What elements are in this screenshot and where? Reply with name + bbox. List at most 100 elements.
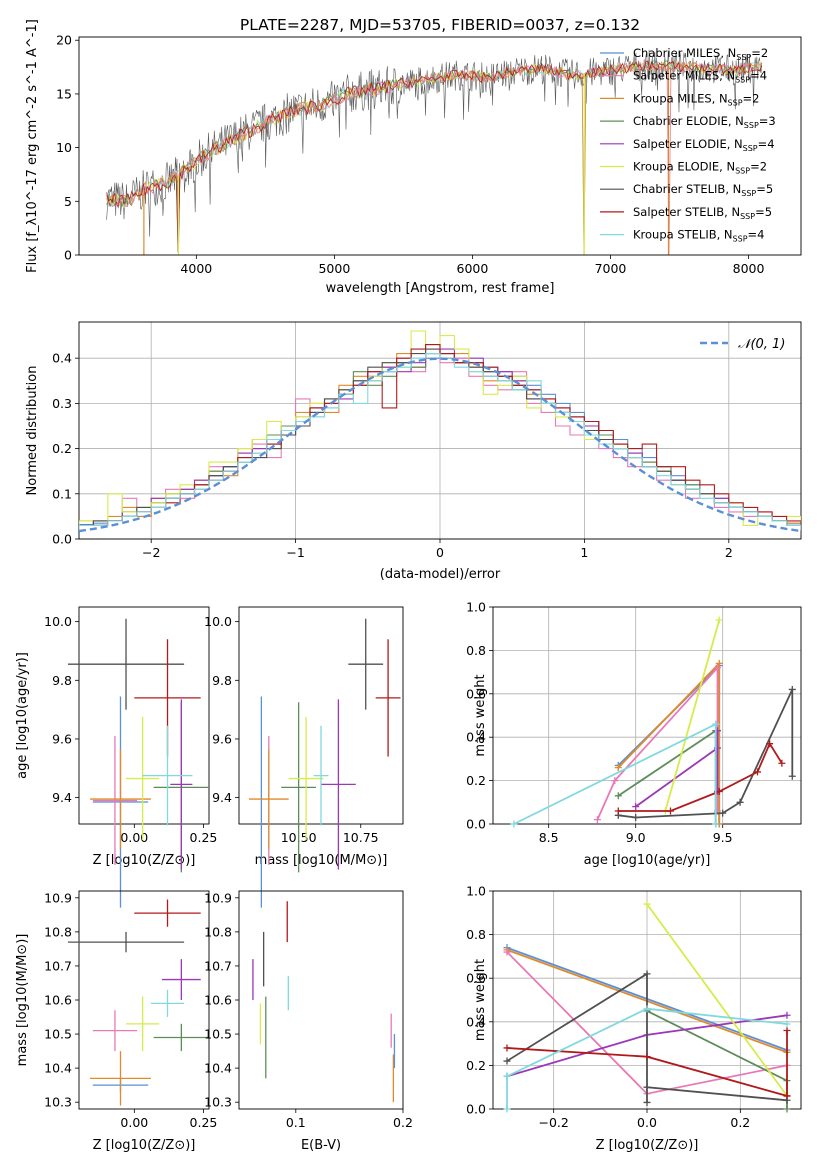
y-tick-label: 0.2 — [52, 441, 72, 456]
legend-label: Chabrier ELODIE, NSSP=3 — [633, 114, 776, 130]
x-axis-label: mass [log10(M/M⊙)] — [255, 853, 388, 868]
y-tick-label: 10.0 — [204, 614, 232, 629]
series-marker — [643, 1005, 651, 1013]
series-marker — [510, 820, 518, 828]
y-tick-label: 10.4 — [44, 1061, 72, 1076]
axes-frame — [238, 890, 404, 1110]
y-tick-label: 9.6 — [52, 731, 72, 746]
legend-label: Kroupa STELIB, NSSP=4 — [633, 228, 764, 244]
x-axis-label: Z [log10(Z/Z⊙)] — [93, 853, 196, 868]
series-line — [506, 972, 788, 1103]
gaussian-curve — [79, 357, 801, 533]
y-axis-label: mass weight — [473, 674, 488, 756]
y-axis-label: mass weight — [473, 959, 488, 1041]
series-marker — [736, 798, 744, 806]
legend-label: Kroupa ELODIE, NSSP=2 — [633, 160, 767, 176]
errorbar-panel-mass-vs-Z: 0.00 0.25 10.3 10.4 10.5 10.6 10.7 10.8 10.9 Z [l… — [15, 890, 217, 1153]
legend-label: 𝒩(0, 1) — [738, 337, 785, 352]
x-axis-label: age [log10(age/yr)] — [584, 853, 711, 868]
series-marker — [783, 1105, 791, 1113]
y-tick-label: 5 — [64, 194, 72, 209]
series-marker — [715, 787, 723, 795]
x-tick-label: −2 — [142, 545, 160, 560]
line-panel-mass-weight-vs-Z: −0.2 0.0 0.2 0.0 0.2 0.4 0.6 0.8 1.0 Z [log10(Z/Z… — [466, 884, 802, 1153]
y-tick-label: 10.4 — [204, 1061, 232, 1076]
series-marker — [788, 772, 796, 780]
axes-frame — [78, 321, 802, 540]
line-panel-mass-weight-vs-age: 8.5 9.0 9.5 0.0 0.2 0.4 0.6 0.8 1.0 age [log10(ag… — [466, 600, 802, 868]
x-tick-label: 0.25 — [190, 1115, 218, 1130]
y-tick-label: 1.0 — [466, 600, 486, 615]
series-marker — [783, 1092, 791, 1100]
series-line — [618, 741, 783, 812]
y-tick-label: 15 — [56, 86, 72, 101]
spectrum-series — [106, 60, 763, 252]
x-tick-label: 4000 — [180, 261, 212, 276]
series-marker — [614, 792, 622, 800]
y-tick-label: 10.5 — [204, 1027, 232, 1042]
y-tick-label: 0.4 — [466, 730, 486, 745]
axes-frame — [78, 890, 210, 1110]
y-tick-label: 0.3 — [52, 396, 72, 411]
y-tick-label: 9.4 — [52, 790, 72, 805]
series-marker — [643, 900, 651, 908]
spectrum-panel: 4000 5000 6000 7000 8000 0 5 10 15 20 wavelength [… — [25, 19, 802, 296]
y-tick-label: 9.8 — [52, 673, 72, 688]
series-marker — [783, 1020, 791, 1028]
series-marker — [503, 1072, 511, 1080]
x-tick-label: 6000 — [457, 261, 489, 276]
legend-suffix: =2 — [751, 46, 768, 60]
x-tick-label: 9.5 — [713, 830, 733, 845]
series-marker — [778, 759, 786, 767]
y-tick-label: 10.8 — [44, 924, 72, 939]
x-axis-label: E(B-V) — [301, 1138, 341, 1153]
y-tick-label: 1.0 — [466, 884, 486, 899]
histogram-series — [79, 344, 801, 526]
legend-label: Chabrier STELIB, NSSP=5 — [633, 182, 773, 198]
legend-subscript: SSP — [740, 212, 755, 221]
y-axis-label: mass [log10(M/M⊙)] — [15, 934, 30, 1067]
x-tick-label: 5000 — [318, 261, 350, 276]
legend-suffix: =4 — [758, 137, 775, 151]
histogram-steps — [79, 330, 801, 536]
legend-subscript: SSP — [743, 144, 758, 153]
y-tick-label: 10.7 — [44, 958, 72, 973]
legend-suffix: =4 — [750, 69, 767, 83]
x-tick-label: −0.2 — [538, 1115, 568, 1130]
series-marker — [614, 764, 622, 772]
series-marker — [715, 616, 723, 624]
legend-label: Salpeter MILES, NSSP=4 — [633, 69, 767, 85]
series-marker — [503, 1044, 511, 1052]
y-tick-label: 10.5 — [44, 1027, 72, 1042]
legend-label: Salpeter STELIB, NSSP=5 — [633, 205, 772, 221]
errorbar-panel-age-vs-Z: 0.00 0.25 9.4 9.6 9.8 10.0 Z [log10(Z/Z⊙)] age … — [15, 606, 218, 908]
series-marker — [611, 777, 619, 785]
series-marker — [766, 740, 774, 748]
series-marker — [783, 1011, 791, 1019]
legend-subscript: SSP — [744, 121, 759, 130]
legend-subscript: SSP — [736, 53, 751, 62]
legend-suffix: =2 — [750, 160, 767, 174]
series-line — [617, 729, 717, 824]
series-line — [635, 730, 719, 808]
y-tick-label: 0.1 — [52, 486, 72, 501]
x-tick-label: 0.00 — [120, 830, 148, 845]
series-line — [513, 722, 717, 825]
x-tick-label: 2 — [725, 545, 733, 560]
x-tick-label: 10.75 — [343, 830, 379, 845]
y-tick-label: 0.4 — [466, 1014, 486, 1029]
x-tick-label: 0.0 — [637, 1115, 657, 1130]
legend-label: Kroupa MILES, NSSP=2 — [633, 91, 759, 107]
x-axis-label: (data-model)/error — [380, 567, 501, 582]
y-axis-label: age [log10(age/yr)] — [15, 652, 30, 779]
spectrum-series — [106, 61, 763, 254]
x-tick-label: 0.25 — [190, 830, 218, 845]
series-line — [506, 1007, 788, 1109]
axes-frame — [492, 606, 802, 825]
y-axis-label: Flux [f_λ10^-17 erg cm^-2 s^-1 A^-1] — [25, 19, 40, 273]
series-marker — [614, 807, 622, 815]
y-tick-label: 0.8 — [466, 927, 486, 942]
x-tick-label: 7000 — [595, 261, 627, 276]
